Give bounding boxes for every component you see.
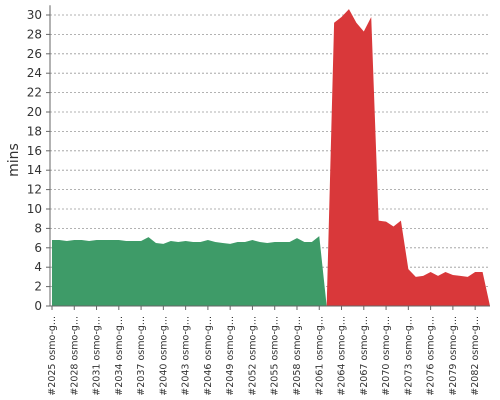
- y-tick-label: 22: [27, 86, 42, 100]
- x-tick-label: #2067 osmo-g...: [359, 316, 370, 396]
- x-tick-label: #2079 osmo-g...: [448, 316, 459, 396]
- y-tick-label: 26: [27, 47, 42, 61]
- x-tick-label: #2070 osmo-g...: [381, 316, 392, 396]
- y-tick-label: 28: [27, 27, 42, 41]
- x-tick-label: #2034 osmo-g...: [114, 316, 125, 396]
- y-tick-label: 12: [27, 183, 42, 197]
- x-tick-label: #2028 osmo-g...: [69, 316, 80, 396]
- y-axis-label: mins: [6, 143, 22, 177]
- y-tick-label: 24: [27, 66, 42, 80]
- x-tick-label: #2076 osmo-g...: [426, 316, 437, 396]
- y-tick-label: 30: [27, 8, 42, 22]
- x-tick-label: #2040 osmo-g...: [158, 316, 169, 396]
- y-tick-label: 8: [34, 221, 42, 235]
- x-tick-label: #2049 osmo-g...: [225, 316, 236, 396]
- x-tick-label: #2052 osmo-g...: [247, 316, 258, 396]
- x-tick-label: #2025 osmo-g...: [47, 316, 58, 396]
- x-tick-label: #2058 osmo-g...: [292, 316, 303, 396]
- y-tick-label: 0: [34, 299, 42, 313]
- y-tick-label: 18: [27, 124, 42, 138]
- y-tick-label: 10: [27, 202, 42, 216]
- x-tick-label: #2031 osmo-g...: [92, 316, 103, 396]
- x-tick-label: #2061 osmo-g...: [314, 316, 325, 396]
- y-tick-label: 20: [27, 105, 42, 119]
- area: [326, 9, 490, 307]
- x-tick-label: #2073 osmo-g...: [403, 316, 414, 396]
- x-tick-label: #2037 osmo-g...: [136, 316, 147, 396]
- y-tick-label: 4: [34, 260, 42, 274]
- y-tick-label: 2: [34, 280, 42, 294]
- y-tick-label: 14: [27, 163, 42, 177]
- y-tick-label: 16: [27, 144, 42, 158]
- y-tick-label: 6: [34, 241, 42, 255]
- x-tick-label: #2064 osmo-g...: [337, 316, 348, 396]
- x-tick-label: #2043 osmo-g...: [181, 316, 192, 396]
- x-tick-label: #2055 osmo-g...: [270, 316, 281, 396]
- x-tick-label: #2046 osmo-g...: [203, 316, 214, 396]
- x-tick-label: #2082 osmo-g...: [470, 316, 481, 396]
- area: [52, 236, 327, 306]
